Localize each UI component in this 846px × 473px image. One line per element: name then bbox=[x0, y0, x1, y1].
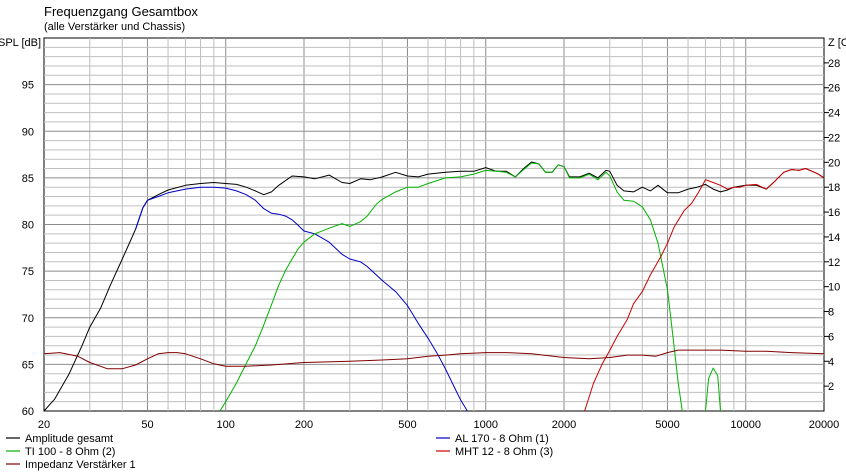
y-axis-label-impedance: Z [Ohm] bbox=[828, 37, 846, 49]
x-tick-label: 500 bbox=[398, 419, 416, 431]
x-tick-label: 100 bbox=[217, 419, 235, 431]
series-line-ti-100-8-ohm-2 bbox=[219, 162, 683, 412]
axis-ticks: 20 50 100 200 500 1000 2000 5000 10000 20000 60 65 7… bbox=[22, 58, 841, 431]
legend-label: TI 100 - 8 Ohm (2) bbox=[25, 446, 115, 458]
series-line-al-170-8-ohm-1 bbox=[135, 186, 468, 412]
grid-lines bbox=[44, 38, 824, 411]
y2-tick-label: 12 bbox=[828, 257, 840, 269]
series-line-impedanz-verst-rker-1 bbox=[43, 349, 825, 370]
legend-item-amplitude-gesamt: Amplitude gesamt bbox=[6, 433, 113, 445]
x-tick-label: 20000 bbox=[809, 419, 840, 431]
y2-tick-label: 2 bbox=[828, 381, 834, 393]
y2-tick-label: 26 bbox=[828, 83, 840, 95]
y2-tick-label: 28 bbox=[828, 58, 840, 70]
legend-item-al-170: AL 170 - 8 Ohm (1) bbox=[436, 433, 549, 445]
y2-tick-label: 6 bbox=[828, 331, 834, 343]
x-tick-label: 10000 bbox=[730, 419, 761, 431]
y-tick-label: 60 bbox=[22, 406, 34, 418]
legend-label: AL 170 - 8 Ohm (1) bbox=[455, 433, 549, 445]
y2-tick-label: 18 bbox=[828, 182, 840, 194]
x-tick-label: 2000 bbox=[552, 419, 576, 431]
legend-label: Impedanz Verstärker 1 bbox=[25, 459, 136, 471]
x-tick-label: 200 bbox=[295, 419, 313, 431]
y2-tick-label: 16 bbox=[828, 207, 840, 219]
y-tick-label: 75 bbox=[22, 266, 34, 278]
y2-tick-label: 14 bbox=[828, 232, 840, 244]
series-lines bbox=[43, 161, 825, 412]
legend-item-impedanz: Impedanz Verstärker 1 bbox=[6, 459, 136, 471]
y-tick-label: 80 bbox=[22, 220, 34, 232]
y2-tick-label: 24 bbox=[828, 108, 840, 120]
y-tick-label: 70 bbox=[22, 313, 34, 325]
y2-tick-label: 4 bbox=[828, 356, 834, 368]
legend-item-mht-12: MHT 12 - 8 Ohm (3) bbox=[436, 446, 553, 458]
series-line-ti-100-8-ohm-2 bbox=[705, 367, 721, 412]
y-tick-label: 95 bbox=[22, 80, 34, 92]
y2-tick-label: 22 bbox=[828, 132, 840, 144]
legend-label: Amplitude gesamt bbox=[25, 433, 113, 445]
y-axis-label-spl: SPL [dB] bbox=[0, 37, 41, 49]
x-tick-label: 5000 bbox=[655, 419, 679, 431]
x-tick-label: 50 bbox=[141, 419, 153, 431]
x-tick-label: 20 bbox=[38, 419, 50, 431]
chart-subtitle: (alle Verstärker und Chassis) bbox=[44, 21, 185, 33]
y2-tick-label: 10 bbox=[828, 282, 840, 294]
y-tick-label: 85 bbox=[22, 173, 34, 185]
series-line-mht-12-8-ohm-3 bbox=[584, 168, 825, 412]
legend: Amplitude gesamt TI 100 - 8 Ohm (2) Impe… bbox=[6, 433, 553, 471]
y2-tick-label: 20 bbox=[828, 157, 840, 169]
y-tick-label: 90 bbox=[22, 126, 34, 138]
y-tick-label: 65 bbox=[22, 359, 34, 371]
y2-tick-label: 8 bbox=[828, 307, 834, 319]
x-tick-label: 1000 bbox=[473, 419, 497, 431]
chart-title: Frequenzgang Gesamtbox bbox=[44, 4, 198, 19]
legend-item-ti-100: TI 100 - 8 Ohm (2) bbox=[6, 446, 115, 458]
legend-label: MHT 12 - 8 Ohm (3) bbox=[455, 446, 553, 458]
